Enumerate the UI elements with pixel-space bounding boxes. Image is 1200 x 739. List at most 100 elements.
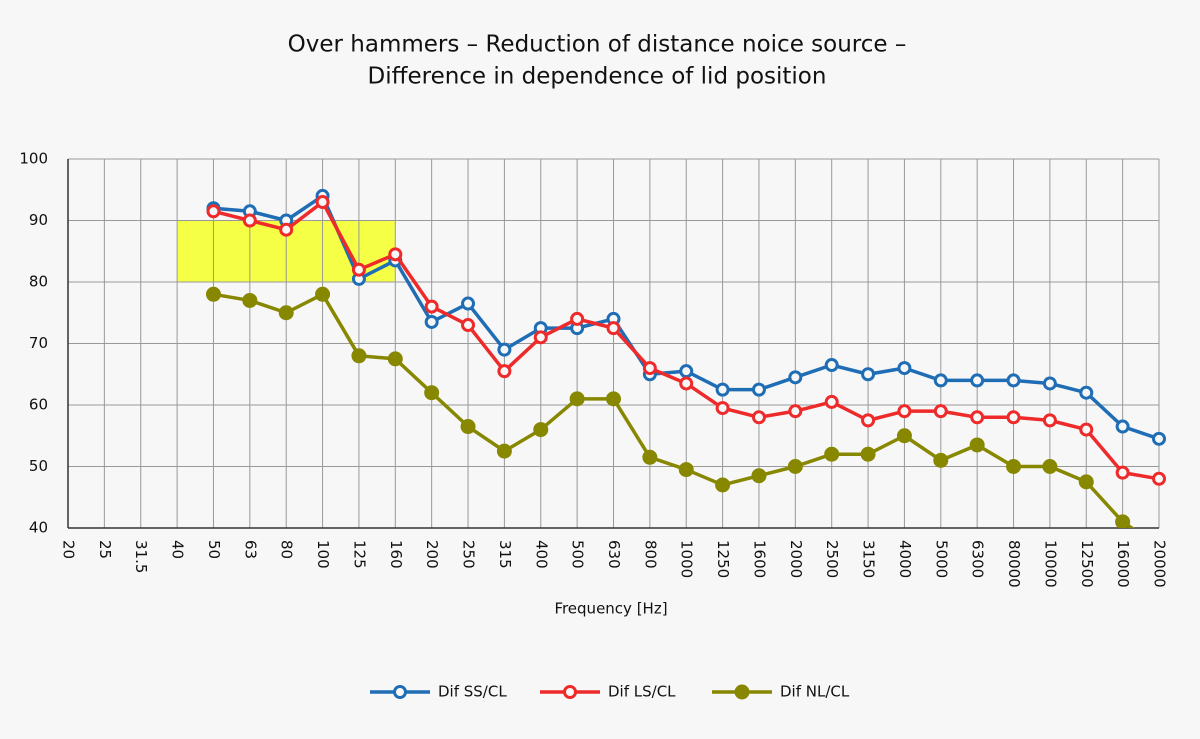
point <box>1042 413 1057 428</box>
point <box>388 247 403 262</box>
x-tick-label: 63 <box>241 540 259 559</box>
point <box>569 391 585 407</box>
x-tick-label: 400 <box>532 540 550 569</box>
point <box>1042 459 1058 474</box>
point <box>861 413 876 428</box>
point <box>606 391 621 407</box>
y-tick-label: 70 <box>29 334 48 352</box>
point <box>1152 431 1166 446</box>
point <box>1115 514 1131 528</box>
point <box>206 204 221 219</box>
point <box>715 477 731 493</box>
x-tick-label: 630 <box>605 540 623 569</box>
point <box>606 321 621 336</box>
x-tick-label: 4000 <box>896 540 914 578</box>
plot-area <box>205 188 1166 528</box>
point <box>461 318 476 333</box>
point <box>715 401 730 416</box>
legend-label: Dif SS/CL <box>438 683 507 701</box>
y-tick-label: 100 <box>19 150 48 168</box>
x-tick-label: 25 <box>96 540 114 559</box>
point <box>933 452 949 468</box>
x-tick-label: 31.5 <box>132 540 150 573</box>
point <box>242 213 257 228</box>
y-tick-label: 90 <box>29 211 48 229</box>
x-tick-label: 2500 <box>823 540 841 578</box>
x-tick-label: 100 <box>314 540 332 569</box>
point <box>1078 474 1094 490</box>
legend-label: Dif NL/CL <box>780 683 850 701</box>
point <box>751 410 766 425</box>
point <box>533 422 549 438</box>
point <box>424 385 440 401</box>
point <box>824 446 840 462</box>
x-tick-label: 1600 <box>750 540 768 578</box>
x-tick-label: 12500 <box>1078 540 1096 588</box>
point <box>279 222 294 237</box>
point <box>315 286 331 302</box>
point <box>969 437 985 453</box>
point <box>896 428 912 444</box>
point <box>563 685 577 699</box>
point <box>897 404 912 419</box>
y-tick-label: 60 <box>29 396 48 414</box>
point <box>734 684 750 700</box>
x-tick-label: 125 <box>350 540 368 569</box>
point <box>751 468 767 484</box>
point <box>788 404 803 419</box>
point <box>751 382 766 397</box>
point <box>715 382 730 397</box>
point <box>1006 410 1021 425</box>
x-tick-label: 50 <box>205 540 223 559</box>
y-tick-label: 50 <box>29 457 48 475</box>
x-tick-label: 6300 <box>969 540 987 578</box>
point <box>897 361 912 376</box>
point <box>933 373 948 388</box>
point <box>315 195 330 210</box>
x-tick-label: 1000 <box>678 540 696 578</box>
point <box>824 394 839 409</box>
x-tick-label: 315 <box>496 540 514 569</box>
point <box>461 296 476 311</box>
point <box>1115 465 1130 480</box>
x-axis-label: Frequency [Hz] <box>554 600 667 618</box>
chart-title: Difference in dependence of lid position <box>368 64 827 90</box>
point <box>1079 385 1094 400</box>
x-tick-label: 80 <box>278 540 296 559</box>
point <box>1152 471 1166 486</box>
point <box>496 443 512 459</box>
point <box>497 342 512 357</box>
point <box>351 262 366 277</box>
point <box>497 364 512 379</box>
x-tick-label: 40 <box>169 540 187 559</box>
point <box>788 370 803 385</box>
point <box>1006 459 1022 474</box>
point <box>824 358 839 373</box>
x-tick-label: 10000 <box>1041 540 1059 588</box>
x-tick-label: 1250 <box>714 540 732 578</box>
point <box>1042 376 1057 391</box>
point <box>679 376 694 391</box>
x-tick-label: 200 <box>423 540 441 569</box>
point <box>205 286 221 302</box>
point <box>387 351 403 367</box>
point <box>242 292 258 308</box>
point <box>642 361 657 376</box>
point <box>570 311 585 326</box>
point <box>933 404 948 419</box>
point <box>1006 373 1021 388</box>
point <box>642 449 658 465</box>
x-tick-label: 3150 <box>860 540 878 578</box>
point <box>970 410 985 425</box>
point <box>424 299 439 314</box>
x-tick-label: 5000 <box>932 540 950 578</box>
point <box>1115 419 1130 434</box>
x-tick-label: 16000 <box>1114 540 1132 588</box>
x-tick-label: 160 <box>387 540 405 569</box>
legend-label: Dif LS/CL <box>608 683 676 701</box>
x-tick-label: 800 <box>641 540 659 569</box>
point <box>424 314 439 329</box>
chart-title: Over hammers – Reduction of distance noi… <box>288 32 907 58</box>
point <box>970 373 985 388</box>
